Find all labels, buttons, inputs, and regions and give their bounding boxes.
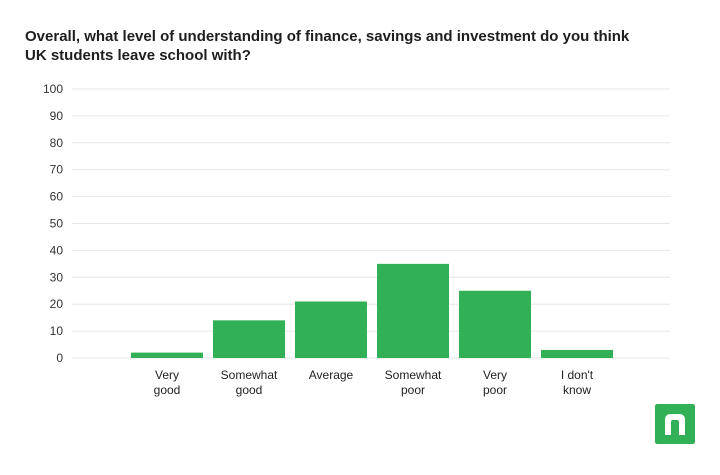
bar xyxy=(131,352,203,358)
bar xyxy=(295,301,367,358)
bar xyxy=(541,349,613,358)
y-tick-label: 70 xyxy=(50,163,64,177)
y-tick-label: 80 xyxy=(50,136,64,150)
gridlines xyxy=(72,88,670,359)
bar xyxy=(213,320,285,358)
y-tick-label: 10 xyxy=(50,324,64,338)
y-tick-label: 0 xyxy=(56,351,63,365)
x-tick-label: Somewhat good xyxy=(221,368,278,397)
y-tick-label: 30 xyxy=(50,270,64,284)
bars xyxy=(131,263,613,358)
n-logo-icon xyxy=(655,404,695,444)
y-tick-label: 90 xyxy=(50,109,64,123)
chart-title: Overall, what level of understanding of … xyxy=(25,28,630,64)
bar xyxy=(459,290,531,358)
x-tick-label: Very good xyxy=(154,368,181,397)
x-tick-label: Somewhat poor xyxy=(385,368,442,397)
bar xyxy=(377,263,449,358)
y-tick-label: 100 xyxy=(43,82,63,96)
x-tick-label: I don't know xyxy=(561,368,594,397)
x-tick-label: Average xyxy=(309,368,354,382)
y-tick-label: 60 xyxy=(50,190,64,204)
y-tick-label: 40 xyxy=(50,243,64,257)
x-axis: Very good Somewhat good Average Somewhat poor V… xyxy=(154,368,594,397)
y-tick-label: 20 xyxy=(50,297,64,311)
x-tick-label: Very poor xyxy=(483,368,507,397)
y-axis: 0 10 20 30 40 50 60 70 80 90 100 xyxy=(43,82,63,365)
y-tick-label: 50 xyxy=(50,217,64,231)
